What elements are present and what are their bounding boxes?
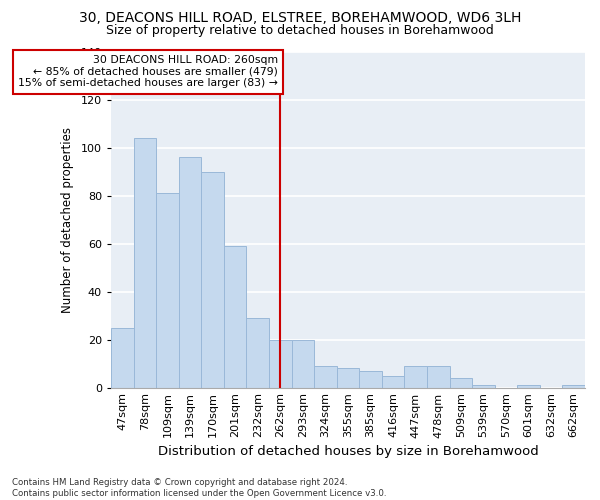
Bar <box>337 368 359 388</box>
Bar <box>202 172 224 388</box>
Y-axis label: Number of detached properties: Number of detached properties <box>61 126 74 312</box>
Bar <box>427 366 449 388</box>
Bar <box>134 138 156 388</box>
Bar <box>269 340 292 388</box>
Text: 30, DEACONS HILL ROAD, ELSTREE, BOREHAMWOOD, WD6 3LH: 30, DEACONS HILL ROAD, ELSTREE, BOREHAMW… <box>79 11 521 25</box>
Bar <box>111 328 134 388</box>
Bar <box>562 385 585 388</box>
Bar <box>404 366 427 388</box>
Bar <box>292 340 314 388</box>
Bar <box>247 318 269 388</box>
Text: Contains HM Land Registry data © Crown copyright and database right 2024.
Contai: Contains HM Land Registry data © Crown c… <box>12 478 386 498</box>
Bar <box>359 371 382 388</box>
Bar <box>472 385 495 388</box>
Text: Size of property relative to detached houses in Borehamwood: Size of property relative to detached ho… <box>106 24 494 37</box>
Bar <box>314 366 337 388</box>
Bar <box>156 193 179 388</box>
Text: 30 DEACONS HILL ROAD: 260sqm
← 85% of detached houses are smaller (479)
15% of s: 30 DEACONS HILL ROAD: 260sqm ← 85% of de… <box>18 55 278 88</box>
Bar <box>179 157 202 388</box>
Bar <box>517 385 540 388</box>
Bar <box>449 378 472 388</box>
Bar <box>382 376 404 388</box>
Bar <box>224 246 247 388</box>
X-axis label: Distribution of detached houses by size in Borehamwood: Distribution of detached houses by size … <box>158 444 538 458</box>
